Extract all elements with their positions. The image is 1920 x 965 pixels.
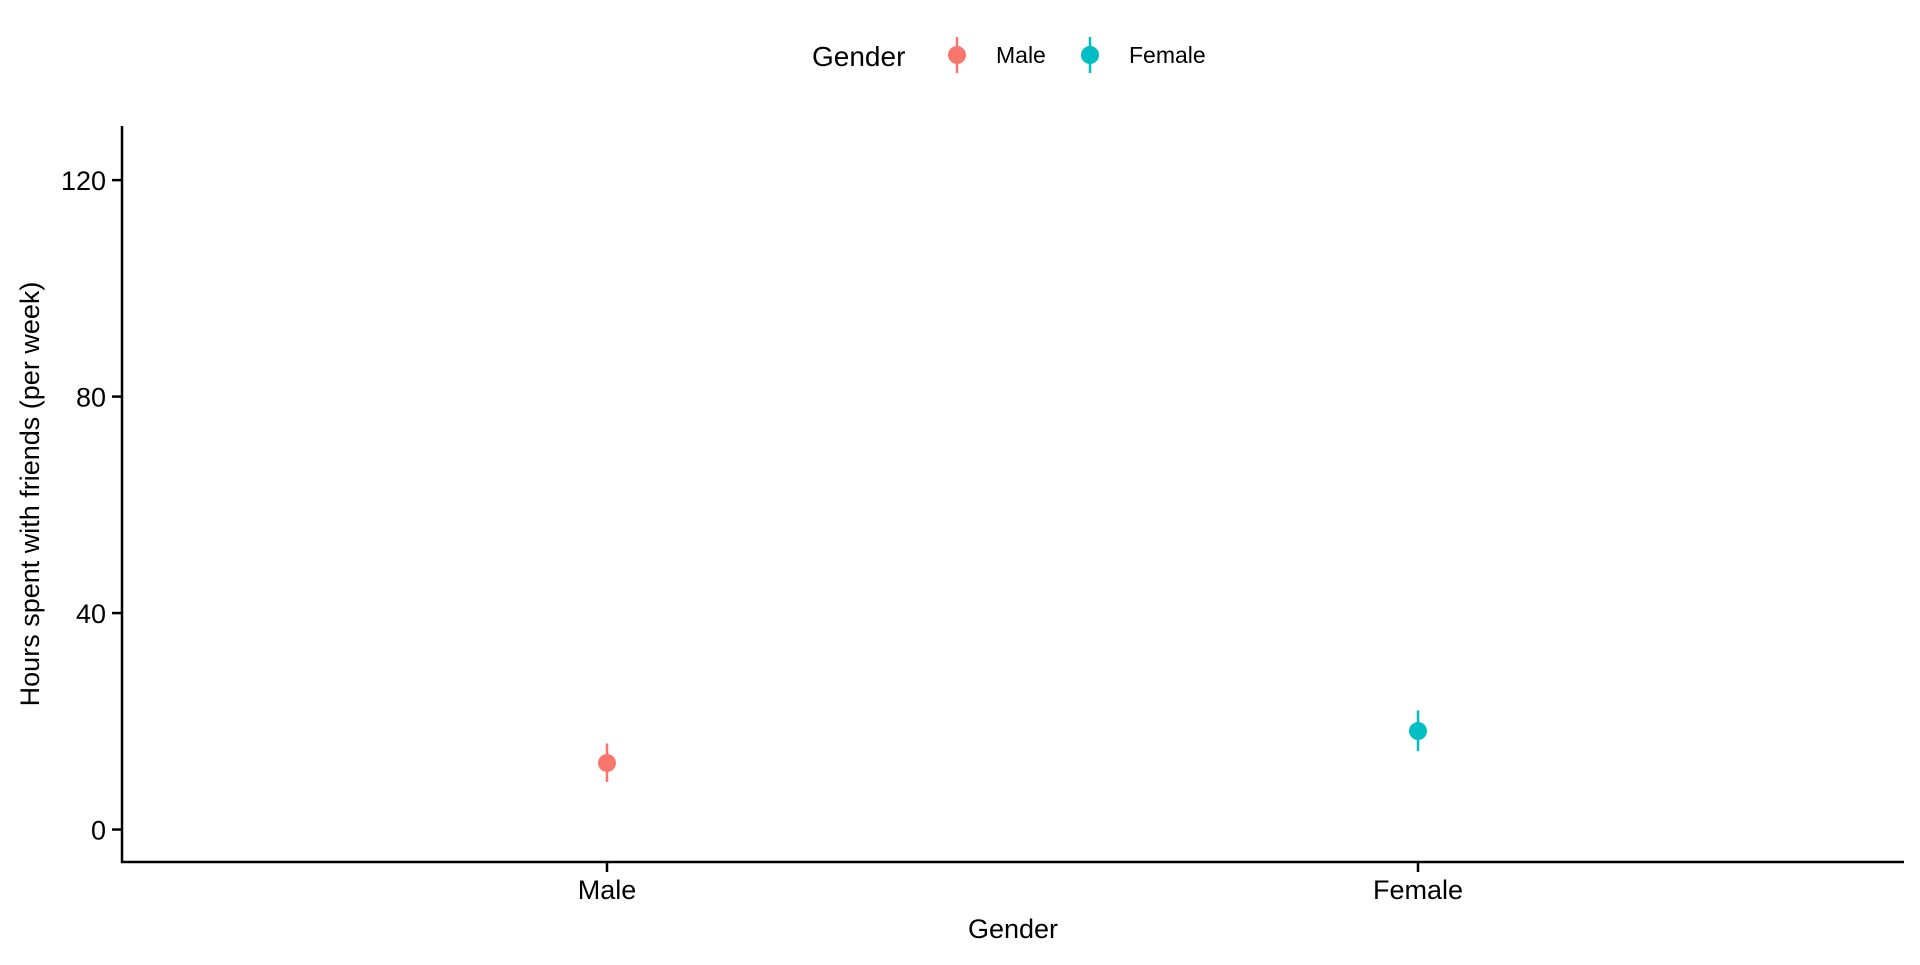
legend-title: Gender	[812, 41, 905, 72]
point-female	[1409, 722, 1427, 741]
legend-item-female: Female	[1081, 37, 1206, 73]
y-tick-label: 0	[91, 816, 106, 846]
legend: Gender Male Female	[812, 37, 1206, 73]
legend-label: Male	[996, 42, 1046, 68]
x-tick-label: Female	[1373, 875, 1463, 905]
y-tick-label: 80	[76, 383, 106, 413]
y-tick-label: 40	[76, 599, 106, 629]
legend-label: Female	[1129, 42, 1206, 68]
x-axis-title: Gender	[968, 914, 1058, 944]
y-axis-title: Hours spent with friends (per week)	[15, 282, 45, 707]
x-tick-label: Male	[578, 875, 637, 905]
legend-key-point	[948, 46, 966, 64]
point-male	[598, 753, 616, 772]
legend-key-point	[1081, 46, 1099, 64]
y-tick-label: 120	[61, 166, 106, 196]
legend-item-male: Male	[948, 37, 1046, 73]
